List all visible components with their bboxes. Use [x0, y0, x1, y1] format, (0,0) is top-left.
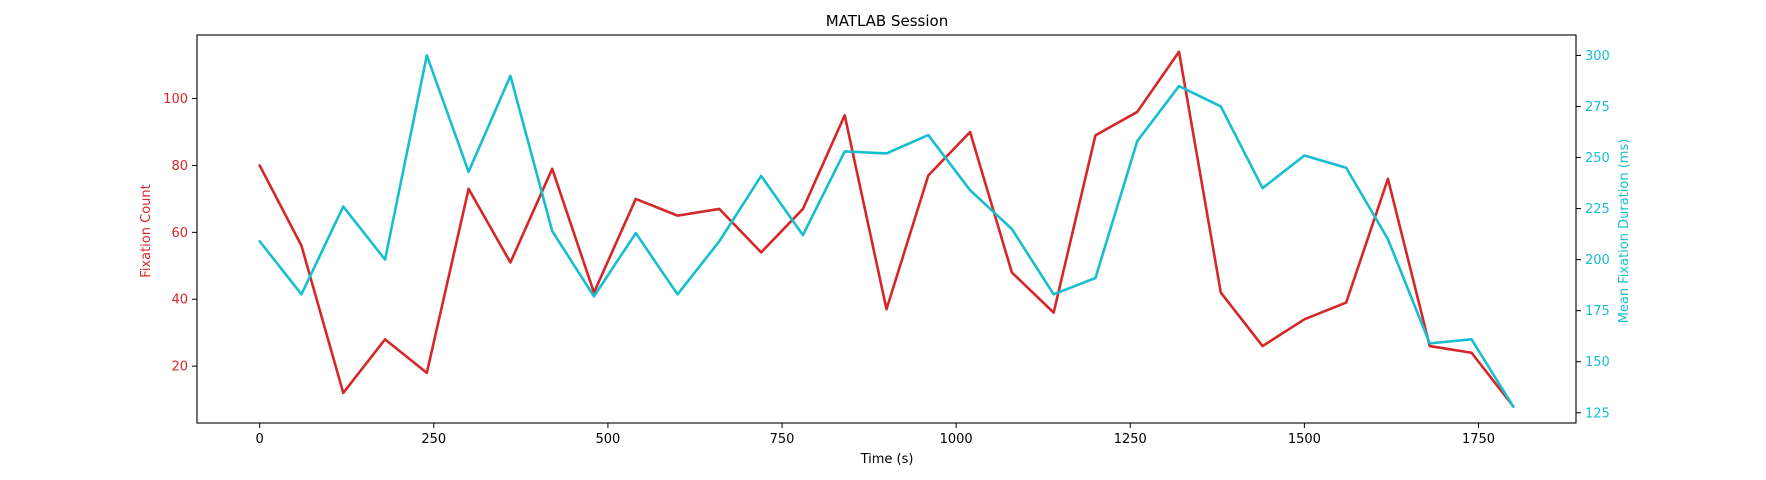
y-left-tick-label: 40 [171, 293, 188, 308]
y-right-tick-label: 225 [1585, 202, 1610, 217]
y-left-tick-label: 100 [163, 92, 188, 107]
y-right-tick-label: 150 [1585, 355, 1610, 370]
x-tick-label: 0 [256, 432, 264, 447]
y-right-tick-label: 175 [1585, 304, 1610, 319]
axes-frame [196, 34, 1577, 424]
chart-title: MATLAB Session [826, 12, 948, 30]
y-left-tick-label: 80 [171, 159, 188, 174]
x-axis-label: Time (s) [860, 452, 914, 467]
x-tick-label: 1750 [1462, 432, 1495, 447]
y-right-tick-label: 275 [1585, 100, 1610, 115]
y-axis-left-label: Fixation Count [139, 184, 154, 277]
y-left-tick-label: 20 [171, 360, 188, 375]
x-tick-label: 1500 [1288, 432, 1321, 447]
plot-area [258, 50, 1515, 408]
x-tick-label: 750 [770, 432, 795, 447]
y-right-tick-label: 250 [1585, 151, 1610, 166]
y-right-tick-label: 200 [1585, 253, 1610, 268]
y-right-tick-label: 125 [1585, 406, 1610, 421]
series-line-left [258, 50, 1515, 408]
series-line-right [258, 54, 1515, 408]
x-tick-label: 1250 [1114, 432, 1147, 447]
y-left-tick-label: 60 [171, 226, 188, 241]
y-axis-right-label: Mean Fixation Duration (ms) [1617, 139, 1632, 324]
axes: 0 250 500 750 1000 1250 1500 1750 20 40 60 80 100 125… [163, 34, 1610, 447]
x-tick-label: 250 [421, 432, 446, 447]
x-tick-label: 1000 [940, 432, 973, 447]
y-right-tick-label: 300 [1585, 49, 1610, 64]
x-tick-label: 500 [596, 432, 621, 447]
